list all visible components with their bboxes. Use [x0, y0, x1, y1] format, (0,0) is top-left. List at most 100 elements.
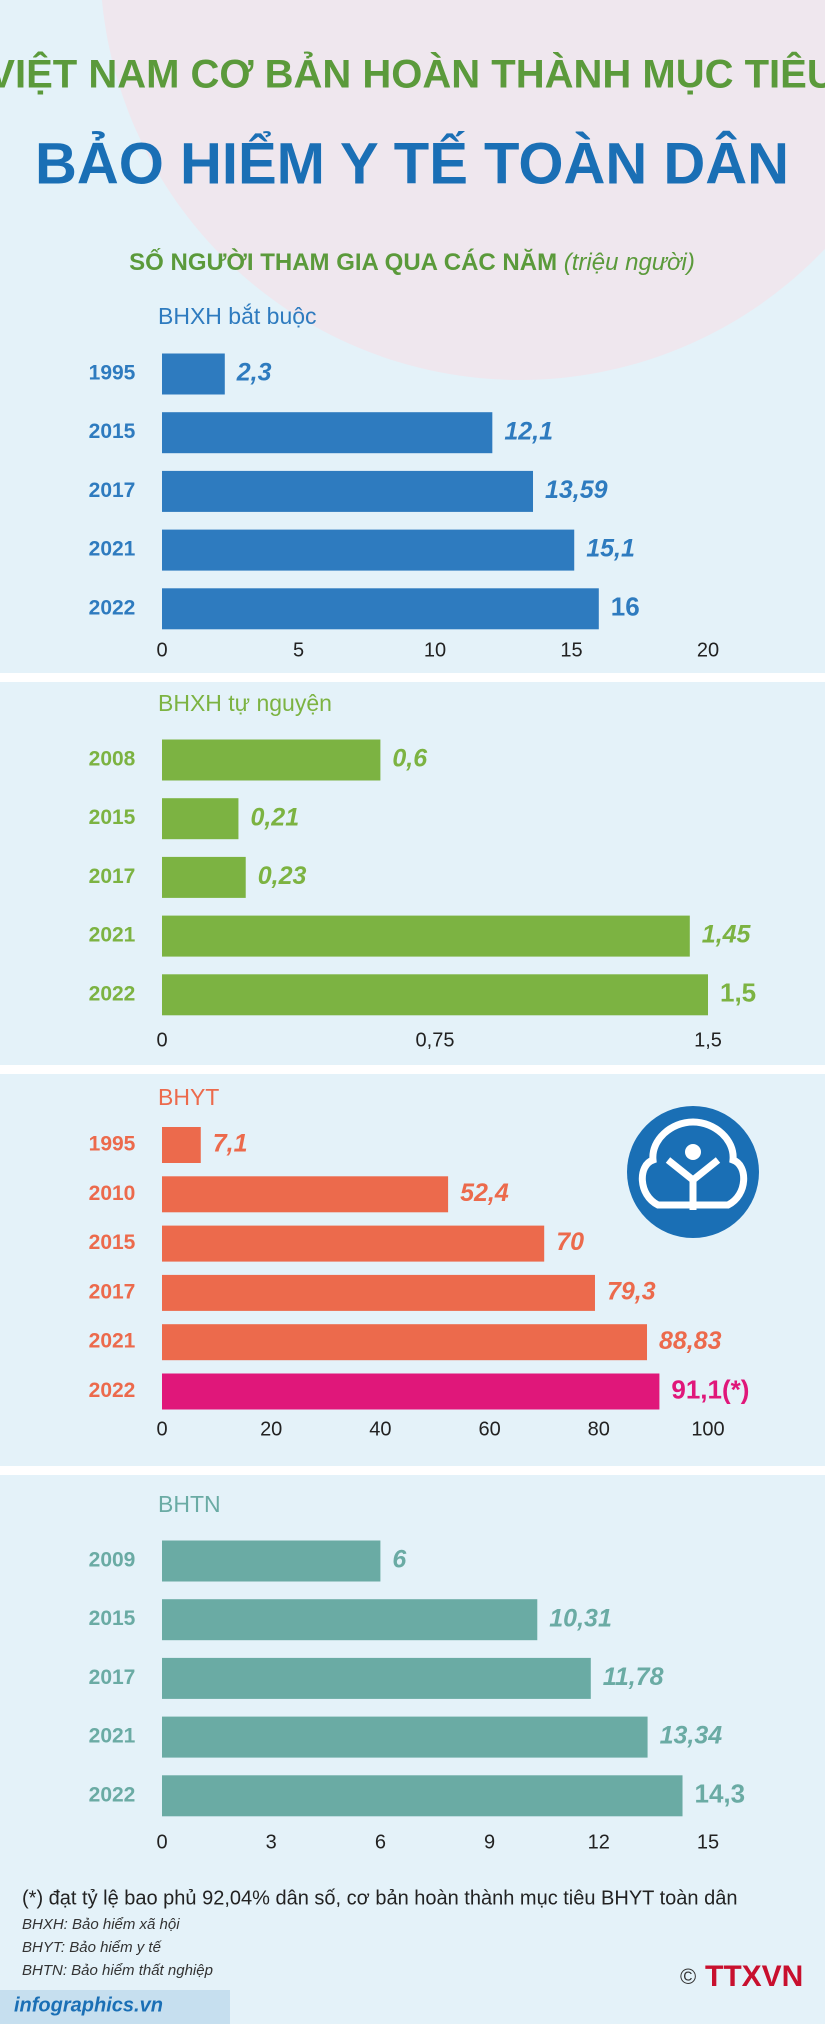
value-label: 79,3: [607, 1278, 656, 1306]
x-tick-label: 40: [369, 1418, 391, 1440]
bar: [162, 856, 246, 898]
value-label: 10,31: [549, 1604, 612, 1632]
y-tick-label: 2022: [89, 596, 136, 619]
x-tick-label: 20: [260, 1418, 282, 1440]
bar: [162, 1540, 381, 1582]
subtitle-text: SỐ NGƯỜI THAM GIA QUA CÁC NĂM: [129, 248, 557, 276]
abbreviation: BHYT: Bảo hiểm y tế: [22, 1939, 163, 1956]
bar: [162, 353, 225, 395]
separator: [0, 673, 825, 682]
x-tick-label: 15: [697, 1831, 719, 1853]
x-tick-label: 3: [266, 1831, 277, 1853]
value-label: 6: [392, 1546, 407, 1574]
value-label: 70: [556, 1228, 584, 1256]
y-tick-label: 2015: [89, 1607, 136, 1630]
value-label: 16: [611, 592, 640, 622]
bar: [162, 915, 690, 957]
bar: [162, 798, 239, 840]
x-tick-label: 1,5: [694, 1029, 722, 1051]
value-label: 1,45: [702, 921, 752, 949]
x-tick-label: 80: [588, 1418, 610, 1440]
separator: [0, 1466, 825, 1475]
bar: [162, 1127, 201, 1163]
x-tick-label: 9: [484, 1831, 495, 1853]
bar: [162, 1373, 660, 1410]
y-tick-label: 2008: [89, 748, 136, 771]
y-tick-label: 2010: [89, 1182, 136, 1205]
source: infographics.vn: [14, 1994, 163, 2016]
value-label: 0,23: [258, 862, 307, 890]
x-tick-label: 15: [560, 639, 582, 661]
bar: [162, 1716, 648, 1758]
abbreviation: BHTN: Bảo hiểm thất nghiệp: [22, 1962, 213, 1979]
copyright-sign: ©: [680, 1964, 696, 1989]
value-label: 91,1(*): [671, 1374, 749, 1404]
y-tick-label: 2015: [89, 1231, 136, 1254]
bar: [162, 1324, 648, 1361]
bhyt-logo: [627, 1106, 759, 1238]
value-label: 14,3: [695, 1779, 746, 1809]
value-label: 7,1: [213, 1130, 248, 1158]
bar: [162, 1274, 595, 1311]
unit: (triệu người): [564, 249, 695, 276]
y-tick-label: 2017: [89, 479, 136, 502]
y-tick-label: 2021: [89, 1725, 136, 1748]
y-tick-label: 2015: [89, 806, 136, 829]
subtitle: SỐ NGƯỜI THAM GIA QUA CÁC NĂM (triệu ngư…: [129, 248, 695, 276]
footnote: (*) đạt tỷ lệ bao phủ 92,04% dân số, cơ …: [22, 1887, 737, 1909]
y-tick-label: 1995: [89, 1133, 136, 1156]
bar: [162, 1225, 545, 1262]
bar: [162, 1176, 449, 1213]
x-tick-label: 5: [293, 639, 304, 661]
y-tick-label: 2022: [89, 1783, 136, 1806]
bar: [162, 739, 381, 781]
value-label: 1,5: [720, 978, 756, 1008]
title-line2: BẢO HIỂM Y TẾ TOÀN DÂN: [35, 131, 789, 196]
bar: [162, 1775, 683, 1817]
y-tick-label: 2022: [89, 982, 136, 1005]
x-tick-label: 0,75: [416, 1029, 455, 1051]
y-tick-label: 2021: [89, 924, 136, 947]
x-tick-label: 100: [691, 1418, 724, 1440]
chart-title: BHXH tự nguyện: [158, 690, 332, 716]
chart-title: BHXH bắt buộc: [158, 303, 317, 329]
value-label: 15,1: [586, 535, 635, 563]
y-tick-label: 2009: [89, 1549, 136, 1572]
bar: [162, 1599, 538, 1641]
decor-circle: [102, 0, 825, 380]
y-tick-label: 2017: [89, 865, 136, 888]
y-tick-label: 2017: [89, 1666, 136, 1689]
y-tick-label: 2021: [89, 1330, 136, 1353]
bar: [162, 529, 575, 571]
y-tick-label: 1995: [89, 362, 136, 385]
x-tick-label: 0: [156, 1418, 167, 1440]
chart-title: BHYT: [158, 1084, 219, 1110]
x-tick-label: 10: [424, 639, 446, 661]
x-tick-label: 0: [156, 639, 167, 661]
value-label: 88,83: [659, 1327, 722, 1355]
x-tick-label: 12: [588, 1831, 610, 1853]
value-label: 0,21: [250, 803, 299, 831]
title-line1: VIỆT NAM CƠ BẢN HOÀN THÀNH MỤC TIÊU: [0, 51, 825, 97]
bar: [162, 588, 599, 630]
value-label: 13,59: [545, 476, 608, 504]
x-tick-label: 60: [478, 1418, 500, 1440]
x-tick-label: 20: [697, 639, 719, 661]
bar: [162, 412, 493, 454]
y-tick-label: 2015: [89, 420, 136, 443]
value-label: 2,3: [236, 359, 272, 387]
y-tick-label: 2021: [89, 538, 136, 561]
bar: [162, 974, 708, 1016]
x-tick-label: 6: [375, 1831, 386, 1853]
source-band: [0, 1990, 230, 2024]
chart-title: BHTN: [158, 1491, 221, 1517]
y-tick-label: 2017: [89, 1280, 136, 1303]
bar: [162, 1657, 591, 1699]
logo: TTXVN: [705, 1960, 803, 1993]
value-label: 52,4: [460, 1179, 509, 1207]
separator: [0, 1065, 825, 1074]
value-label: 11,78: [603, 1663, 664, 1691]
value-label: 0,6: [392, 745, 428, 773]
x-tick-label: 0: [156, 1029, 167, 1051]
